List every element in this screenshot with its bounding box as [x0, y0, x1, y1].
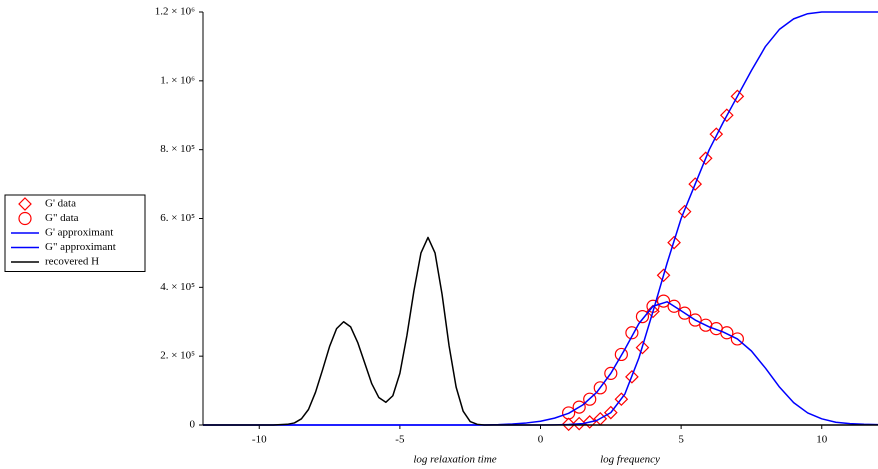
y-tick-label: 1.2 × 10⁶ [155, 6, 195, 18]
diamond-marker [698, 151, 713, 166]
circle-marker [730, 332, 744, 346]
circle-marker [656, 294, 671, 308]
circle-marker [572, 400, 586, 414]
series-line [203, 301, 878, 426]
circle-marker [593, 381, 607, 395]
diamond-marker [625, 369, 639, 384]
x-tick-label: 0 [538, 434, 544, 446]
x-tick-label: 5 [678, 434, 684, 446]
legend-label: G" approximant [45, 241, 116, 253]
diamond-marker [614, 392, 629, 407]
legend-label: G" data [45, 212, 79, 224]
diamond-marker [709, 127, 724, 142]
diamond-marker [603, 405, 618, 420]
diamond-marker [667, 235, 681, 250]
y-tick-label: 2. × 10⁵ [160, 350, 195, 362]
diamond-marker [582, 415, 597, 429]
circle-marker [583, 392, 597, 406]
y-tick-label: 1. × 10⁶ [160, 74, 195, 86]
legend-label: recovered H [45, 256, 99, 268]
series-line [203, 236, 878, 426]
circle-marker [614, 347, 628, 362]
circle-marker [625, 326, 639, 340]
circle-marker [667, 299, 681, 313]
circle-marker [678, 306, 692, 320]
legend-label: G' data [45, 198, 76, 210]
diamond-marker [719, 108, 734, 123]
diamond-marker [688, 177, 703, 191]
y-tick-label: 0 [190, 419, 196, 431]
diamond-marker [730, 89, 745, 104]
x-axis-label: log frequency [600, 454, 660, 466]
series-line [203, 11, 878, 426]
circle-marker [688, 313, 702, 327]
y-tick-label: 8. × 10⁵ [160, 143, 195, 155]
x-tick-label: -5 [395, 434, 405, 446]
diamond-marker [635, 340, 650, 355]
circle-marker [562, 406, 576, 420]
diamond-marker [656, 268, 671, 283]
circle-marker [635, 309, 650, 324]
y-tick-label: 6. × 10⁵ [160, 212, 195, 224]
diamond-marker [677, 204, 692, 219]
circle-marker [604, 366, 618, 380]
x-axis-label: log relaxation time [413, 454, 496, 466]
circle-marker [720, 326, 734, 340]
diamond-marker [646, 304, 660, 319]
diamond-marker [561, 417, 576, 432]
x-tick-label: 10 [816, 434, 828, 446]
x-tick-label: -10 [252, 434, 267, 446]
circle-marker [18, 211, 32, 226]
legend-label: G' approximant [45, 227, 113, 239]
diamond-marker [18, 197, 32, 211]
y-tick-label: 4. × 10⁵ [160, 281, 195, 293]
